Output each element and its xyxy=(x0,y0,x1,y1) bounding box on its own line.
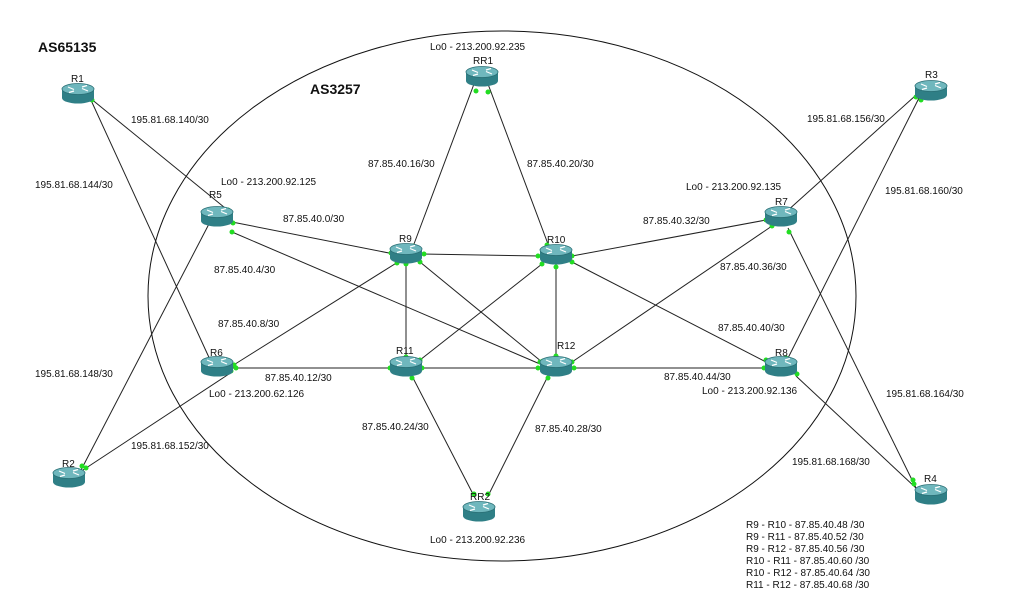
loopback-r7: Lo0 - 213.200.92.135 xyxy=(686,182,782,193)
router-label-r2: R2 xyxy=(62,459,75,470)
router-icon[interactable] xyxy=(764,355,798,378)
link-r10-r11 xyxy=(419,263,543,361)
subnet-r6-r11: 87.85.40.12/30 xyxy=(265,373,332,384)
subnet-labels: 195.81.68.140/30 195.81.68.144/30 195.81… xyxy=(35,114,964,468)
subnet-r3-r8: 195.81.68.160/30 xyxy=(885,186,963,197)
subnet-r12-rr2: 87.85.40.28/30 xyxy=(535,424,602,435)
link-r2-r6 xyxy=(79,371,233,473)
loopback-r5: Lo0 - 213.200.92.125 xyxy=(221,177,317,188)
loopback-r8: Lo0 - 213.200.92.136 xyxy=(702,386,798,397)
subnet-r11-rr2: 87.85.40.24/30 xyxy=(362,422,429,433)
as3257-boundary xyxy=(147,30,857,562)
loopback-rr2: Lo0 - 213.200.92.236 xyxy=(430,535,526,546)
subnet-r6-r9: 87.85.40.8/30 xyxy=(218,319,280,330)
link-rr1-r10 xyxy=(487,83,549,245)
link-r3-r8 xyxy=(785,95,921,363)
subnet-r10-r7: 87.85.40.32/30 xyxy=(643,216,710,227)
subnet-r4-r7: 195.81.68.164/30 xyxy=(886,389,964,400)
subnet-r8-r10: 87.85.40.40/30 xyxy=(718,323,785,334)
link-r12-rr2 xyxy=(487,375,549,497)
router-icon[interactable] xyxy=(200,355,234,378)
legend-line: R9 - R10 - 87.85.40.48 /30 xyxy=(746,520,865,531)
link-r5-r12 xyxy=(231,231,541,365)
subnet-r1-r6: 195.81.68.144/30 xyxy=(35,180,113,191)
link-r5-r9 xyxy=(231,221,395,255)
router-label-r8: R8 xyxy=(775,348,788,359)
subnet-r2-r5: 195.81.68.148/30 xyxy=(35,369,113,380)
link-r11-rr2 xyxy=(411,375,475,497)
router-icon[interactable] xyxy=(389,242,423,265)
legend-line: R10 - R11 - 87.85.40.60 /30 xyxy=(746,556,870,567)
router-label-r4: R4 xyxy=(924,474,937,485)
router-label-r7: R7 xyxy=(775,197,788,208)
routers xyxy=(52,65,948,523)
router-label-r5: R5 xyxy=(209,190,222,201)
link-r12-r7 xyxy=(571,225,773,363)
router-icon[interactable] xyxy=(462,500,496,523)
subnet-r1-r5: 195.81.68.140/30 xyxy=(131,115,209,126)
router-label-rr2: RR2 xyxy=(470,492,490,503)
link-r4-r7 xyxy=(787,227,917,489)
subnet-r7-r12: 87.85.40.36/30 xyxy=(720,262,787,273)
subnet-r8-r12: 87.85.40.44/30 xyxy=(664,372,731,383)
link-r4-r8 xyxy=(795,375,917,489)
router-icon[interactable] xyxy=(465,65,499,88)
router-icon[interactable] xyxy=(764,205,798,228)
router-label-rr1: RR1 xyxy=(473,56,493,67)
link-r1-r5 xyxy=(89,97,231,213)
router-icon[interactable] xyxy=(914,79,948,102)
link-rr1-r9 xyxy=(413,83,475,245)
router-label-r3: R3 xyxy=(925,70,938,81)
router-labels: R1 R2 R3 R4 R5 R6 R7 R8 R9 R10 R11 R12 R… xyxy=(62,56,938,503)
legend-line: R9 - R11 - 87.85.40.52 /30 xyxy=(746,532,864,543)
subnet-rr1-r9: 87.85.40.16/30 xyxy=(368,159,435,170)
router-icon[interactable] xyxy=(539,243,573,266)
router-icon[interactable] xyxy=(539,355,573,378)
loopback-rr1: Lo0 - 213.200.92.235 xyxy=(430,42,526,53)
link-r10-r8 xyxy=(571,261,767,363)
router-icon[interactable] xyxy=(914,483,948,506)
legend-line: R11 - R12 - 87.85.40.68 /30 xyxy=(746,580,870,591)
link-r10-r7 xyxy=(571,219,767,257)
loopback-labels: Lo0 - 213.200.92.235 Lo0 - 213.200.92.12… xyxy=(209,42,798,546)
subnet-r4-r8: 195.81.68.168/30 xyxy=(792,457,870,468)
router-icon[interactable] xyxy=(61,82,95,105)
loopback-r6: Lo0 - 213.200.62.126 xyxy=(209,389,305,400)
as-label-outer: AS65135 xyxy=(38,39,97,55)
subnet-r2-r6: 195.81.68.152/30 xyxy=(131,441,209,452)
link-r2-r5 xyxy=(79,221,211,473)
subnet-rr1-r10: 87.85.40.20/30 xyxy=(527,159,594,170)
link-r3-r7 xyxy=(785,95,916,213)
subnet-r5-r9: 87.85.40.0/30 xyxy=(283,214,345,225)
router-label-r9: R9 xyxy=(399,234,412,245)
link-r1-r6 xyxy=(89,97,213,365)
legend-line: R10 - R12 - 87.85.40.64 /30 xyxy=(746,568,870,579)
router-icon[interactable] xyxy=(200,205,234,228)
link-r6-r9 xyxy=(231,261,399,367)
router-label-r12: R12 xyxy=(557,341,576,352)
router-icon[interactable] xyxy=(52,466,86,489)
router-label-r11: R11 xyxy=(396,346,414,357)
subnet-r5-r12: 87.85.40.4/30 xyxy=(214,265,276,276)
links xyxy=(79,83,921,497)
router-label-r6: R6 xyxy=(210,348,223,359)
router-label-r1: R1 xyxy=(71,74,84,85)
link-r9-r10 xyxy=(421,253,541,257)
router-label-r10: R10 xyxy=(547,235,566,246)
core-subnet-legend: R9 - R10 - 87.85.40.48 /30 R9 - R11 - 87… xyxy=(746,520,870,591)
router-icon[interactable] xyxy=(389,355,423,378)
subnet-r3-r7: 195.81.68.156/30 xyxy=(807,114,885,125)
as-label-inner: AS3257 xyxy=(310,81,361,97)
legend-line: R9 - R12 - 87.85.40.56 /30 xyxy=(746,544,865,555)
